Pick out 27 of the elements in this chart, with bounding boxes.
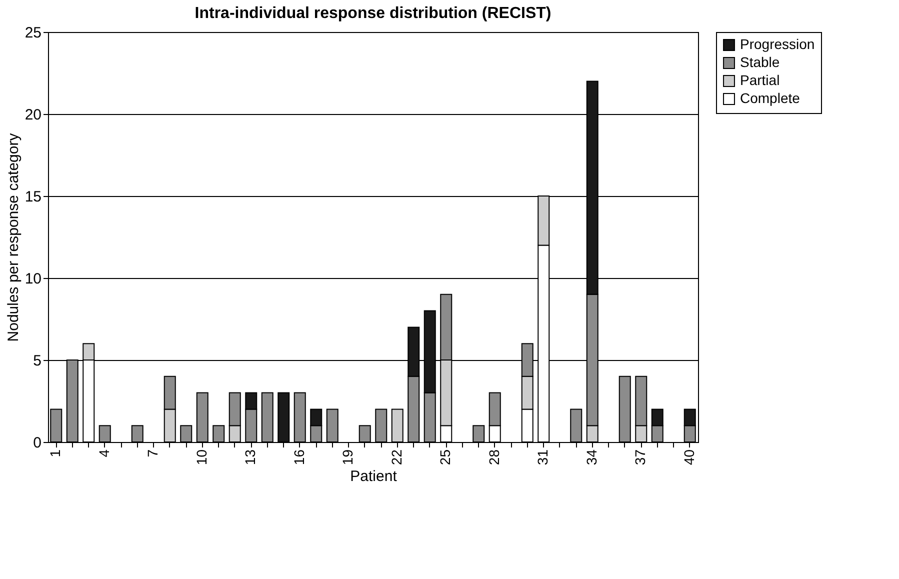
x-tick-label: 1	[47, 449, 64, 458]
x-axis-title: Patient	[350, 468, 398, 486]
x-tick-label: 10	[193, 449, 210, 466]
y-tick-label: 20	[24, 106, 42, 124]
x-tick-label: 13	[242, 449, 258, 466]
y-tick-label: 25	[24, 24, 42, 42]
legend-label: Stable	[740, 54, 780, 70]
x-tick-label: 4	[96, 449, 112, 458]
legend-label: Partial	[740, 72, 780, 88]
y-axis-title: Nodules per response category	[4, 132, 22, 342]
x-tick-label: 28	[486, 449, 502, 466]
y-tick-label: 10	[24, 270, 42, 288]
legend-label: Progression	[740, 36, 815, 52]
x-tick-label: 40	[680, 449, 697, 466]
y-tick-label: 5	[33, 352, 42, 370]
legend-label: Complete	[740, 90, 800, 106]
x-tick-label: 25	[437, 449, 454, 466]
x-tick-label: 37	[632, 449, 648, 466]
chart-title: Intra-individual response distribution (RECIST)	[194, 5, 552, 22]
x-tick-label: 19	[340, 449, 356, 466]
y-tick-label: 15	[24, 188, 42, 206]
x-tick-label: 16	[290, 449, 307, 466]
x-tick-label: 31	[534, 449, 551, 466]
y-tick-label: 0	[33, 434, 42, 452]
x-tick-label: 34	[583, 449, 600, 466]
x-tick-label: 7	[144, 449, 161, 458]
x-tick-label: 22	[388, 449, 404, 466]
